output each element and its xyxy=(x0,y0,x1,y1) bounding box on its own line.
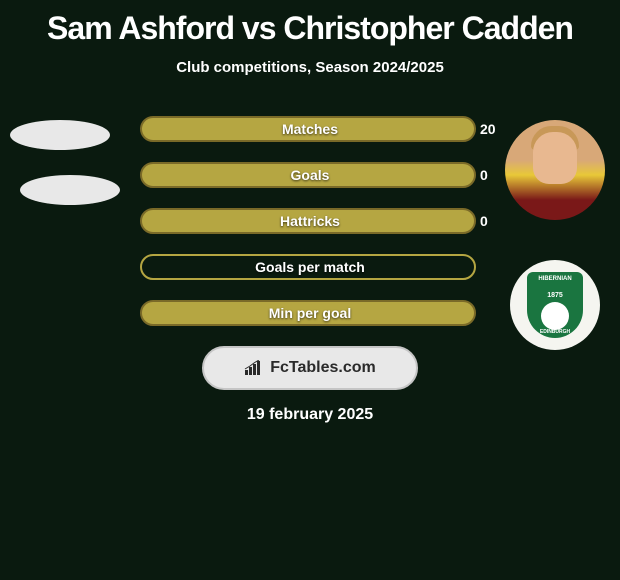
stat-row: Goals per match xyxy=(140,254,480,282)
footer-logo[interactable]: FcTables.com xyxy=(202,346,418,390)
stat-row: Goals0 xyxy=(140,162,480,190)
date-text: 19 february 2025 xyxy=(0,406,620,424)
stat-value-right: 0 xyxy=(480,208,510,234)
stat-row: Matches20 xyxy=(140,116,480,144)
chart-icon xyxy=(244,360,264,376)
page-title: Sam Ashford vs Christopher Cadden xyxy=(0,0,620,47)
stat-label: Matches xyxy=(140,116,480,142)
crest-bottom-text: EDINBURGH xyxy=(527,329,583,335)
stat-label: Hattricks xyxy=(140,208,480,234)
stat-value-right: 0 xyxy=(480,162,510,188)
footer-logo-text: FcTables.com xyxy=(270,359,376,377)
stat-value-right: 20 xyxy=(480,116,510,142)
stat-row: Hattricks0 xyxy=(140,208,480,236)
stat-label: Goals xyxy=(140,162,480,188)
stat-label: Min per goal xyxy=(140,300,480,326)
stats-container: Matches20Goals0Hattricks0Goals per match… xyxy=(0,116,620,328)
stat-row: Min per goal xyxy=(140,300,480,328)
page-subtitle: Club competitions, Season 2024/2025 xyxy=(0,59,620,76)
stat-label: Goals per match xyxy=(140,254,480,280)
